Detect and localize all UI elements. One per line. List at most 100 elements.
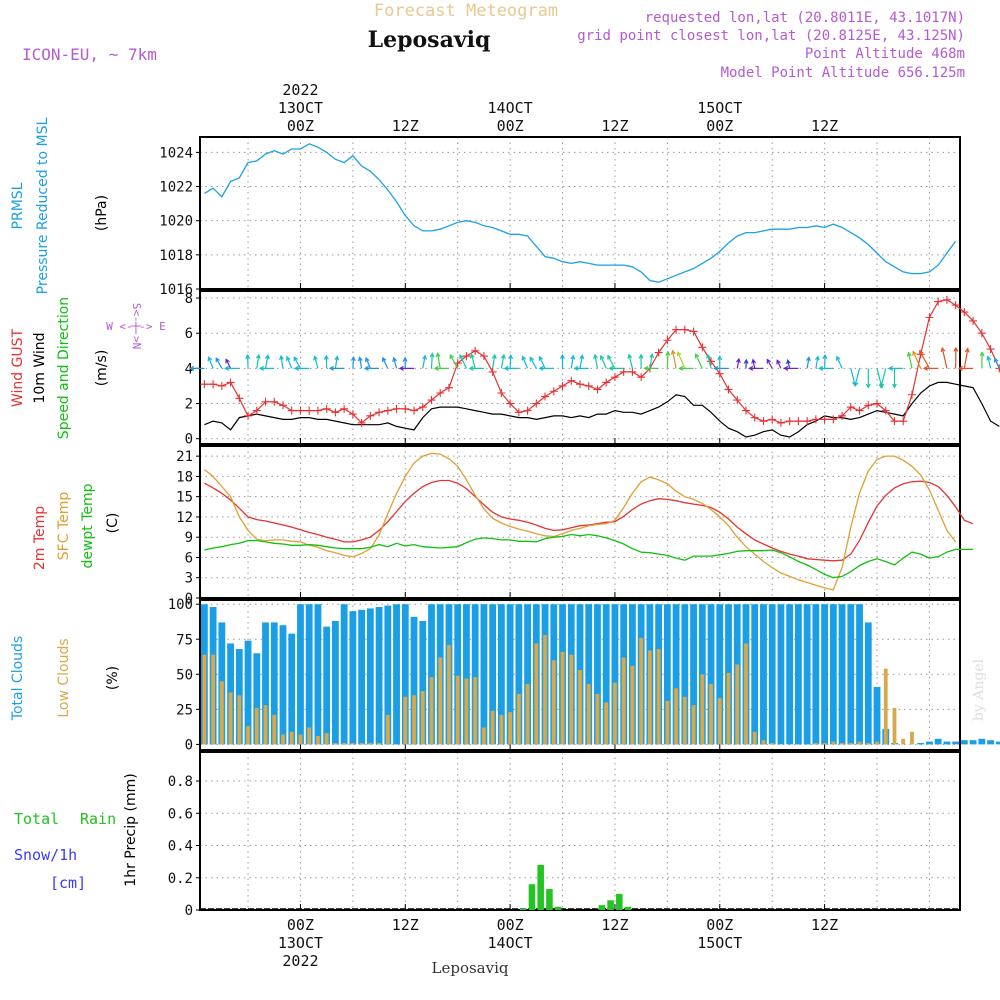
gust-marker: [811, 415, 820, 424]
bar-rain: [624, 906, 632, 910]
y-tick-label: 9: [185, 530, 193, 546]
wind-arrow-head: [748, 365, 754, 371]
bar-low-clouds: [350, 742, 355, 745]
gust-marker: [820, 415, 829, 424]
bar-total-clouds: [297, 604, 304, 745]
wind-arrow: [594, 354, 599, 369]
gust-marker: [855, 406, 864, 415]
bar-total-clouds: [393, 604, 400, 745]
bar-low-clouds: [237, 695, 242, 745]
bar-total-clouds: [585, 604, 593, 745]
wind-arrow: [500, 354, 505, 369]
bar-total-clouds: [401, 604, 409, 745]
wind-arrow-head: [293, 365, 299, 371]
bar-total-clouds: [794, 604, 802, 745]
gust-marker: [969, 316, 978, 325]
gust-marker: [375, 408, 384, 417]
label-snow: Snow/1h: [14, 846, 77, 864]
wind-arrow: [695, 354, 703, 369]
series-wind-gust: [204, 299, 1000, 424]
gust-marker: [541, 392, 550, 401]
wind-arrow-head: [279, 354, 284, 361]
gust-marker: [881, 406, 890, 415]
wind-arrow-head: [814, 355, 820, 361]
time-label-bottom: 13OCT: [278, 934, 323, 952]
bar-rain: [546, 889, 553, 910]
bar-total-clouds: [410, 616, 418, 745]
bar-total-clouds: [690, 604, 697, 745]
gust-marker: [794, 417, 803, 426]
gust-marker: [331, 408, 340, 417]
bar-low-clouds: [438, 657, 443, 745]
wind-arrow: [752, 359, 756, 369]
bar-total-clouds: [864, 622, 872, 745]
wind-arrow: [449, 354, 459, 369]
gust-marker: [270, 397, 279, 406]
panel-frame: [199, 445, 961, 599]
bar-total-clouds: [917, 742, 925, 745]
wind-arrow-head: [906, 351, 912, 357]
bar-low-clouds: [883, 668, 888, 745]
watermark: by Angel: [971, 658, 987, 721]
wind-arrow: [600, 355, 607, 369]
wind-arrow: [334, 356, 338, 369]
wind-arrow: [314, 356, 319, 369]
bar-low-clouds: [726, 672, 731, 745]
gust-marker: [383, 406, 392, 415]
wind-arrow: [787, 360, 791, 369]
wind-arrow-head: [853, 381, 859, 388]
bar-low-clouds: [342, 742, 347, 745]
y-tick-label: 12: [176, 510, 193, 526]
wind-arrow: [963, 348, 969, 369]
gust-marker: [593, 385, 602, 394]
label-wind-unit: (m/s): [94, 350, 110, 387]
label-prmsl: PRMSL: [10, 182, 26, 229]
wind-arrow-head: [573, 365, 579, 371]
gust-marker: [785, 417, 794, 426]
series-10m-wind: [204, 381, 1000, 438]
series-prmsl: [204, 143, 957, 283]
wind-arrow-head: [459, 353, 464, 360]
gust-marker: [305, 406, 314, 415]
wind-arrow: [509, 355, 512, 369]
header-title: Leposaviq: [368, 27, 491, 53]
wind-arrow-head: [665, 350, 671, 356]
gust-marker: [890, 417, 899, 426]
label-rain: Rain: [80, 810, 116, 828]
bar-low-clouds: [560, 651, 565, 745]
bar-low-clouds: [455, 675, 460, 745]
bar-low-clouds: [595, 693, 600, 745]
wind-arrow-head: [491, 353, 497, 359]
bar-total-clouds: [751, 604, 759, 745]
label-clouds-unit: (%): [105, 666, 121, 690]
gust-marker: [209, 380, 218, 389]
bar-total-clouds: [524, 604, 531, 745]
wind-arrow-head: [422, 354, 427, 360]
wind-arrow-head: [350, 355, 356, 362]
bar-low-clouds: [377, 742, 381, 745]
wind-arrow-head: [293, 356, 298, 362]
wind-arrow-head: [607, 354, 612, 360]
label-dewpt-temp: dewpt Temp: [80, 483, 96, 568]
gust-marker: [628, 367, 637, 376]
bar-total-clouds: [375, 607, 383, 745]
gust-marker: [252, 406, 261, 415]
wind-arrow-head: [215, 357, 220, 363]
label-wind-gust: Wind GUST: [10, 328, 26, 407]
wind-arrow-head: [627, 353, 633, 359]
bar-low-clouds: [752, 731, 757, 745]
gust-marker: [427, 396, 436, 405]
gust-marker: [488, 367, 497, 376]
wind-arrow: [854, 368, 861, 386]
time-label-bottom: 00Z: [706, 916, 733, 934]
wind-arrow: [908, 352, 913, 369]
wind-arrow-head: [957, 365, 963, 371]
wind-arrow-head: [608, 365, 614, 371]
wind-arrow-head: [255, 353, 261, 359]
header-point-altitude: Point Altitude 468m: [805, 46, 965, 62]
bar-total-clouds: [594, 604, 601, 745]
time-label-bottom: 12Z: [811, 916, 838, 934]
wind-arrow-head: [694, 353, 700, 359]
gust-marker: [479, 352, 488, 361]
wind-arrow-head: [766, 358, 772, 364]
